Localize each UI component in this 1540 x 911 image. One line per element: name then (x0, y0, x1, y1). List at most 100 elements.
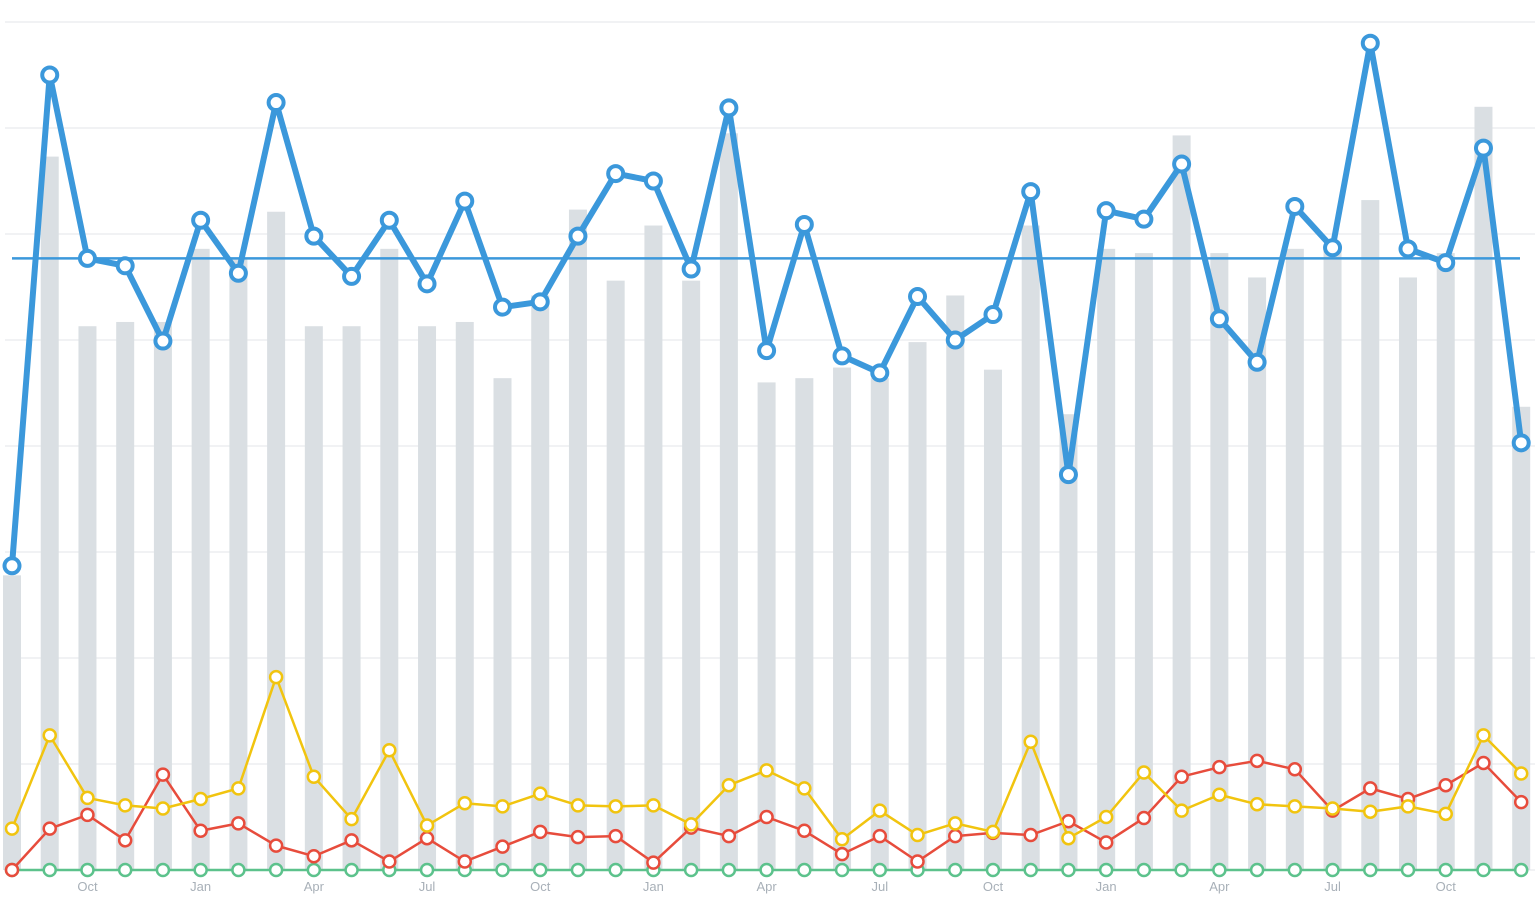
data-point (42, 821, 57, 836)
bar (304, 326, 323, 871)
bar (757, 382, 776, 870)
x-tick-label: Apr (1209, 879, 1230, 894)
data-point (1400, 862, 1416, 878)
data-point (1023, 862, 1038, 878)
x-tick-label: Oct (77, 879, 98, 894)
data-point (1249, 797, 1265, 812)
data-point (646, 855, 661, 870)
data-point (797, 862, 812, 878)
data-point (1363, 781, 1378, 796)
data-point (42, 728, 57, 743)
data-point (759, 862, 774, 878)
bar (870, 378, 889, 870)
data-point (983, 305, 1003, 325)
data-point (231, 862, 246, 878)
bar (1097, 248, 1116, 871)
data-point (643, 171, 663, 191)
data-point (872, 803, 888, 818)
bar (795, 378, 814, 870)
data-point (1363, 804, 1378, 819)
x-tick-label: Jan (643, 879, 664, 894)
data-point (1513, 862, 1529, 878)
data-point (872, 862, 888, 878)
data-point (608, 828, 623, 844)
data-point (570, 829, 586, 845)
x-tick-label: Jul (419, 879, 436, 894)
data-point (1212, 862, 1227, 878)
data-point (532, 786, 548, 801)
data-point (1323, 238, 1343, 258)
bar (908, 342, 927, 870)
bar (3, 575, 21, 870)
data-point (532, 862, 548, 878)
bar (1059, 414, 1078, 870)
bar (418, 326, 437, 871)
data-point (1058, 465, 1078, 485)
data-point (495, 839, 510, 854)
data-point (457, 854, 473, 869)
data-point (1476, 755, 1491, 771)
data-point (1098, 862, 1114, 878)
data-point (117, 862, 133, 878)
data-point (834, 862, 850, 878)
data-point (1174, 803, 1189, 818)
data-point (492, 297, 512, 317)
bar (983, 369, 1002, 870)
data-point (834, 832, 850, 847)
bar (531, 295, 550, 871)
data-point (870, 363, 890, 383)
data-point (42, 862, 57, 878)
bar (1021, 225, 1040, 870)
data-point (1209, 309, 1229, 329)
data-point (721, 828, 737, 844)
data-point (948, 828, 963, 844)
bar (1172, 135, 1191, 871)
bar (116, 321, 135, 871)
data-point (1172, 154, 1192, 174)
data-point (608, 799, 623, 814)
data-point (193, 862, 208, 878)
data-point (985, 824, 1001, 840)
data-point (1174, 862, 1189, 878)
line-series-green (4, 862, 1529, 878)
data-point (80, 790, 95, 806)
data-point (382, 742, 397, 758)
data-point (40, 65, 60, 85)
data-point (80, 807, 95, 823)
data-point (1021, 182, 1041, 202)
bar (78, 326, 97, 871)
bar (267, 211, 286, 871)
bar (1210, 253, 1229, 870)
data-point (797, 781, 812, 796)
data-point (570, 862, 586, 878)
data-point (646, 798, 661, 813)
data-point (1023, 827, 1038, 843)
data-point (759, 809, 774, 825)
data-point (910, 827, 925, 843)
data-point (495, 799, 510, 814)
bar (493, 378, 512, 870)
data-point (683, 817, 699, 832)
data-point (304, 226, 324, 246)
bar (568, 209, 587, 870)
data-point (1249, 862, 1265, 878)
data-point (306, 848, 322, 864)
bar (40, 156, 59, 870)
data-point (455, 191, 475, 211)
bar (1361, 200, 1380, 870)
data-point (1096, 201, 1116, 221)
data-point (683, 862, 699, 878)
data-point (419, 818, 435, 833)
data-point (948, 816, 963, 831)
data-point (268, 669, 284, 685)
data-point (834, 846, 850, 862)
bar (1474, 106, 1493, 871)
data-point (606, 164, 626, 184)
data-point (419, 830, 435, 846)
data-point (757, 341, 777, 361)
data-point (530, 292, 550, 312)
data-point (1438, 862, 1453, 878)
data-point (231, 781, 246, 796)
data-point (948, 862, 963, 878)
bar-series (3, 106, 1531, 871)
